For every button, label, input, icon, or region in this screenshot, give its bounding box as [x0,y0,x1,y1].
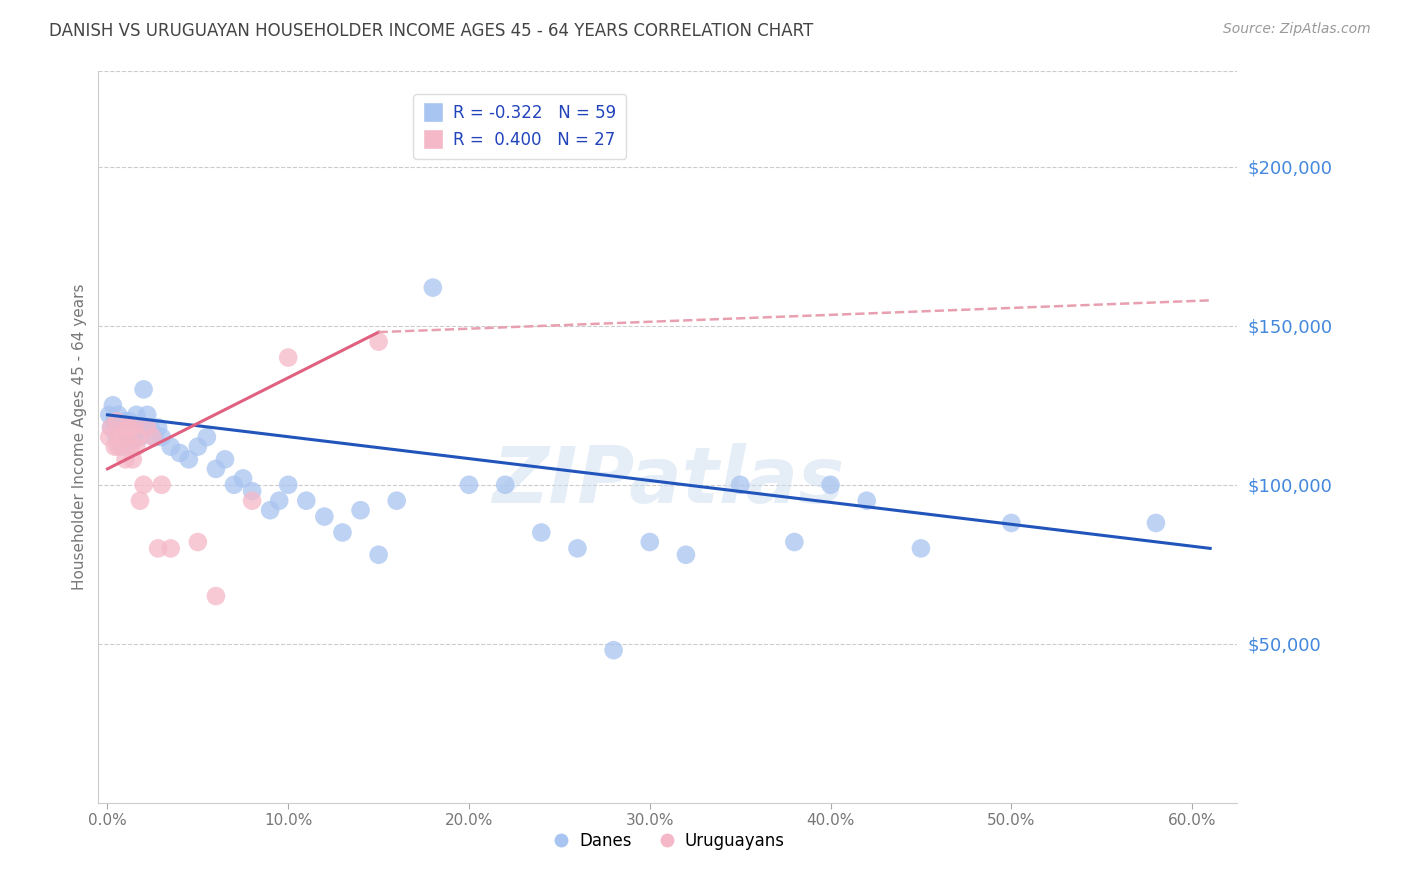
Point [159,440,181,454]
Point [602,643,624,657]
Point [142,430,165,444]
Point [349,503,371,517]
Point [367,334,389,349]
Point [240,493,263,508]
Point [567,541,589,556]
Point [146,541,169,556]
Point [240,484,263,499]
Point [187,440,209,454]
Point [259,503,281,517]
Point [177,452,200,467]
Text: DANISH VS URUGUAYAN HOUSEHOLDER INCOME AGES 45 - 64 YEARS CORRELATION CHART: DANISH VS URUGUAYAN HOUSEHOLDER INCOME A… [49,22,814,40]
Point [314,509,336,524]
Point [222,477,245,491]
Point [107,440,129,454]
Point [638,535,661,549]
Point [132,477,155,491]
Point [125,440,148,454]
Point [121,452,143,467]
Point [124,420,146,434]
Point [100,420,122,434]
Point [112,430,135,444]
Point [187,535,209,549]
Point [136,408,159,422]
Text: Source: ZipAtlas.com: Source: ZipAtlas.com [1223,22,1371,37]
Point [855,493,877,508]
Point [1000,516,1022,530]
Point [125,408,148,422]
Point [129,430,152,444]
Point [104,440,127,454]
Point [117,430,139,444]
Point [112,426,135,441]
Point [169,446,191,460]
Point [118,414,141,428]
Point [530,525,553,540]
Point [277,351,299,365]
Point [107,408,129,422]
Point [422,280,444,294]
Point [118,420,141,434]
Point [332,525,354,540]
Point [108,420,131,434]
Point [820,477,842,491]
Point [117,420,139,434]
Point [675,548,697,562]
Point [367,548,389,562]
Point [136,420,159,434]
Point [139,420,162,434]
Point [127,420,149,434]
Point [150,430,173,444]
Point [105,414,128,428]
Point [728,477,751,491]
Legend: Danes, Uruguayans: Danes, Uruguayans [544,825,792,856]
Point [105,430,128,444]
Point [98,430,121,444]
Point [124,420,146,434]
Point [277,477,299,491]
Point [111,440,134,454]
Point [143,430,166,444]
Point [783,535,806,549]
Point [150,477,173,491]
Point [195,430,218,444]
Text: ZIPatlas: ZIPatlas [492,443,844,519]
Point [295,493,318,508]
Point [214,452,236,467]
Point [146,420,169,434]
Point [132,383,155,397]
Point [129,493,152,508]
Point [98,408,121,422]
Point [100,420,122,434]
Y-axis label: Householder Income Ages 45 - 64 years: Householder Income Ages 45 - 64 years [72,284,87,591]
Point [205,589,228,603]
Point [104,414,127,428]
Point [127,430,149,444]
Point [1144,516,1167,530]
Point [101,398,124,412]
Point [458,477,481,491]
Point [114,452,136,467]
Point [910,541,932,556]
Point [120,420,142,434]
Point [232,471,254,485]
Point [159,541,181,556]
Point [114,414,136,428]
Point [131,420,153,434]
Point [120,440,142,454]
Point [108,430,131,444]
Point [385,493,408,508]
Point [269,493,291,508]
Point [121,434,143,448]
Point [494,477,516,491]
Point [205,462,228,476]
